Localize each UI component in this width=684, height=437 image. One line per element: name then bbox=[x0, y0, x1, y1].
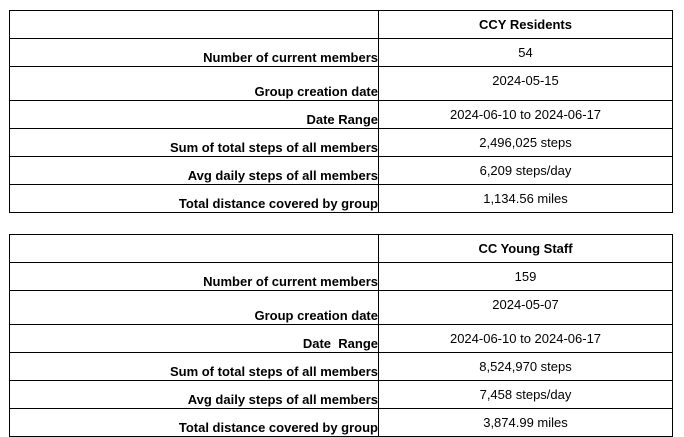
row-value-creation-date: 2024-05-15 bbox=[378, 66, 673, 101]
row-value-total-distance: 1,134.56 miles bbox=[378, 184, 673, 213]
group-stats-table-cc-young-staff: CC Young Staff Number of current members… bbox=[9, 234, 673, 437]
row-label-members: Number of current members bbox=[9, 262, 379, 291]
row-label-sum-steps: Sum of total steps of all members bbox=[9, 128, 379, 157]
table-row: Total distance covered by group 3,874.99… bbox=[9, 408, 673, 437]
row-label-avg-steps: Avg daily steps of all members bbox=[9, 380, 379, 409]
table-row: Number of current members 54 bbox=[9, 38, 673, 67]
corner-cell bbox=[9, 10, 379, 39]
table-row: Sum of total steps of all members 8,524,… bbox=[9, 352, 673, 381]
row-value-date-range: 2024-06-10 to 2024-06-17 bbox=[378, 100, 673, 129]
row-value-creation-date: 2024-05-07 bbox=[378, 290, 673, 325]
row-value-sum-steps: 8,524,970 steps bbox=[378, 352, 673, 381]
row-value-avg-steps: 7,458 steps/day bbox=[378, 380, 673, 409]
corner-cell bbox=[9, 234, 379, 263]
row-label-date-range: Date Range bbox=[9, 324, 379, 353]
group-name-header: CCY Residents bbox=[378, 10, 673, 39]
table-row: Group creation date 2024-05-07 bbox=[9, 290, 673, 325]
table-row: Sum of total steps of all members 2,496,… bbox=[9, 128, 673, 157]
row-label-total-distance: Total distance covered by group bbox=[9, 408, 379, 437]
row-label-total-distance: Total distance covered by group bbox=[9, 184, 379, 213]
table-row: Date Range 2024-06-10 to 2024-06-17 bbox=[9, 100, 673, 129]
row-value-avg-steps: 6,209 steps/day bbox=[378, 156, 673, 185]
table-row: Group creation date 2024-05-15 bbox=[9, 66, 673, 101]
table-row: Avg daily steps of all members 6,209 ste… bbox=[9, 156, 673, 185]
row-value-total-distance: 3,874.99 miles bbox=[378, 408, 673, 437]
table-row: Number of current members 159 bbox=[9, 262, 673, 291]
row-label-sum-steps: Sum of total steps of all members bbox=[9, 352, 379, 381]
row-label-members: Number of current members bbox=[9, 38, 379, 67]
group-name-header: CC Young Staff bbox=[378, 234, 673, 263]
group-stats-table-ccy-residents: CCY Residents Number of current members … bbox=[9, 10, 673, 213]
table-row: Avg daily steps of all members 7,458 ste… bbox=[9, 380, 673, 409]
row-value-sum-steps: 2,496,025 steps bbox=[378, 128, 673, 157]
row-label-creation-date: Group creation date bbox=[9, 66, 379, 101]
row-label-avg-steps: Avg daily steps of all members bbox=[9, 156, 379, 185]
row-value-members: 159 bbox=[378, 262, 673, 291]
table-row: Date Range 2024-06-10 to 2024-06-17 bbox=[9, 324, 673, 353]
row-label-date-range: Date Range bbox=[9, 100, 379, 129]
row-value-members: 54 bbox=[378, 38, 673, 67]
header-row: CCY Residents bbox=[9, 10, 673, 39]
table-row: Total distance covered by group 1,134.56… bbox=[9, 184, 673, 213]
header-row: CC Young Staff bbox=[9, 234, 673, 263]
row-label-creation-date: Group creation date bbox=[9, 290, 379, 325]
row-value-date-range: 2024-06-10 to 2024-06-17 bbox=[378, 324, 673, 353]
